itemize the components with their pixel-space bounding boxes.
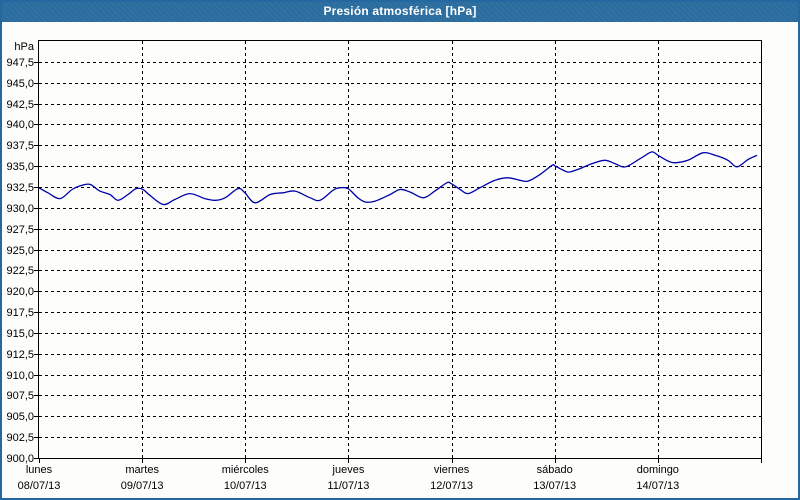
y-axis-tick-label: 900,0 bbox=[6, 452, 34, 465]
y-axis-tick-label: 945,0 bbox=[6, 77, 34, 90]
y-axis-tick-label: 932,5 bbox=[6, 181, 34, 194]
pressure-series-line bbox=[38, 151, 758, 206]
y-axis-tick-label: 915,0 bbox=[6, 327, 34, 340]
y-axis-tick-label: 937,5 bbox=[6, 139, 34, 152]
y-axis-tick-label: 905,0 bbox=[6, 410, 34, 423]
x-axis-day-label: lunes bbox=[25, 464, 53, 476]
y-axis-tick-label: 917,5 bbox=[6, 306, 34, 319]
y-axis-tick-label: 927,5 bbox=[6, 223, 34, 236]
x-axis-day-label: domingo bbox=[636, 464, 679, 476]
x-axis-day-label: martes bbox=[125, 464, 159, 476]
x-axis-date-label: 10/07/13 bbox=[223, 480, 267, 492]
y-axis-tick-label: 902,5 bbox=[6, 431, 34, 444]
x-axis-date-label: 09/07/13 bbox=[120, 480, 164, 492]
x-axis-date-label: 08/07/13 bbox=[17, 480, 61, 492]
y-axis-tick-label: 922,5 bbox=[6, 264, 34, 277]
y-axis-tick-label: 910,0 bbox=[6, 369, 34, 382]
chart-title: Presión atmosférica [hPa] bbox=[323, 4, 477, 18]
plot-border bbox=[38, 40, 762, 459]
x-axis-day-label: miércoles bbox=[221, 464, 269, 476]
x-axis-day-label: jueves bbox=[332, 464, 365, 476]
x-axis-date-label: 13/07/13 bbox=[533, 480, 577, 492]
y-axis-tick-label: 920,0 bbox=[6, 285, 34, 298]
y-axis-tick-label: 947,5 bbox=[6, 56, 34, 69]
y-axis-tick-label: 912,5 bbox=[6, 348, 34, 361]
y-axis-tick-label: 930,0 bbox=[6, 202, 34, 215]
x-axis-date-label: 11/07/13 bbox=[327, 480, 370, 492]
y-axis-tick-label: 907,5 bbox=[6, 389, 34, 402]
x-axis-day-label: viernes bbox=[433, 464, 470, 476]
x-axis-day-label: sábado bbox=[536, 464, 573, 476]
x-axis-date-label: 14/07/13 bbox=[636, 480, 680, 492]
y-axis-unit-label: hPa bbox=[14, 41, 34, 53]
title-bar: Presión atmosférica [hPa] bbox=[0, 0, 800, 22]
y-axis-tick-label: 935,0 bbox=[6, 160, 34, 173]
y-axis-tick-label: 925,0 bbox=[6, 244, 34, 257]
x-axis-date-label: 12/07/13 bbox=[430, 480, 473, 492]
y-axis-tick-label: 942,5 bbox=[6, 98, 34, 111]
y-axis-tick-label: 940,0 bbox=[6, 118, 34, 131]
